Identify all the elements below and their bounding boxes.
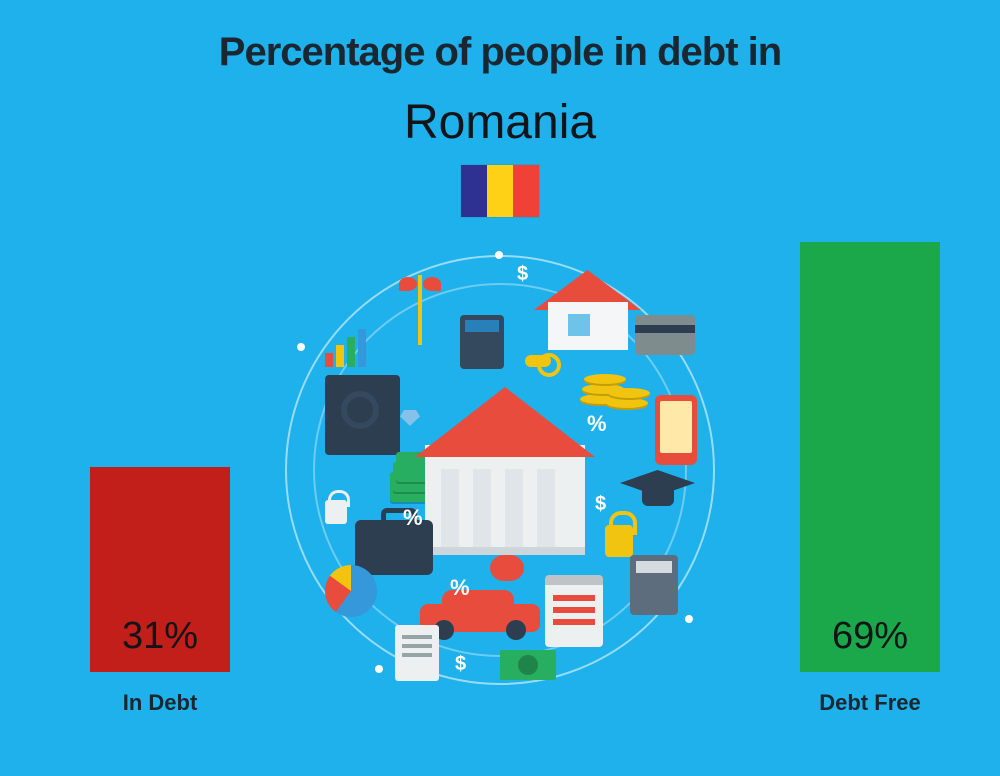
bar-rect-in-debt: 31% [90,467,230,672]
piggy-bank-icon [490,555,524,581]
bar-label-debt-free: Debt Free [819,690,920,716]
bar-value-in-debt: 31% [122,615,198,658]
dollar-symbol-icon: $ [455,653,466,676]
padlock-open-icon [325,500,347,524]
document-icon [395,625,439,681]
calculator-icon [630,555,678,615]
infographic-canvas: Percentage of people in debt in Romania … [0,0,1000,776]
padlock-icon [605,525,633,557]
pie-chart-icon [325,565,377,617]
bar-rect-debt-free: 69% [800,242,940,672]
finance-isometric-icon: % % % $ $ $ [285,255,715,685]
orbit-dot-icon [495,251,503,259]
banknote-icon [500,650,556,680]
coins-icon [580,360,640,415]
bar-label-in-debt: In Debt [123,690,198,716]
calculator-icon [460,315,504,369]
flag-stripe-red [513,165,539,217]
graduation-cap-icon [620,470,695,508]
clipboard-icon [545,575,603,647]
orbit-dot-icon [375,665,383,673]
orbit-dot-icon [685,615,693,623]
house-icon [540,270,635,350]
percent-symbol-icon: % [450,575,470,601]
country-name: Romania [0,95,1000,150]
bar-chart-icon [325,327,365,367]
caduceus-icon [405,275,435,345]
orbit-dot-icon [297,343,305,351]
bar-value-debt-free: 69% [832,615,908,658]
percent-symbol-icon: % [587,411,607,437]
bar-in-debt: 31% In Debt [90,467,230,716]
percent-symbol-icon: % [403,505,423,531]
dollar-symbol-icon: $ [595,493,606,516]
page-title: Percentage of people in debt in [0,30,1000,75]
flag-stripe-yellow [487,165,513,217]
bank-building-icon [425,405,585,555]
bar-debt-free: 69% Debt Free [800,242,940,716]
phone-icon [655,395,697,465]
safe-icon [325,375,400,455]
credit-card-icon [635,315,695,355]
flag-stripe-blue [461,165,487,217]
key-icon [525,355,551,367]
dollar-symbol-icon: $ [517,263,528,286]
romania-flag-icon [461,165,539,217]
